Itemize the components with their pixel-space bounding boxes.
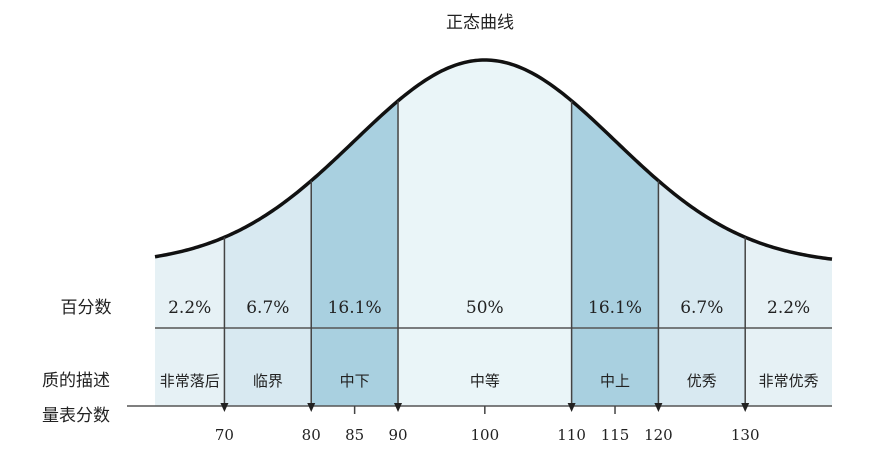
boundary-arrow xyxy=(307,403,316,412)
tick-label: 110 xyxy=(557,426,586,444)
row-label-quality: 质的描述 xyxy=(42,371,110,391)
bin-cell-4 xyxy=(571,265,659,406)
row-label-percent: 百分数 xyxy=(61,298,112,318)
table-cells: 2.2% 非常落后 6.7% 临界 16.1% 中下 50% 中等 16.1% 中上 6.7% 优秀 2… xyxy=(155,265,832,406)
tick-label: 115 xyxy=(601,426,630,444)
bin-cell-6 xyxy=(745,265,832,406)
row-label-scale: 量表分数 xyxy=(42,406,110,426)
percent-label: 2.2% xyxy=(767,298,810,318)
quality-label: 非常优秀 xyxy=(759,372,819,390)
boundary-arrow xyxy=(567,403,576,412)
quality-label: 优秀 xyxy=(687,372,717,390)
quality-label: 中下 xyxy=(340,372,370,390)
tick-label: 120 xyxy=(644,426,673,444)
tick-label: 130 xyxy=(731,426,760,444)
tick-label: 100 xyxy=(471,426,500,444)
boundary-arrow xyxy=(654,403,663,412)
tick-label: 80 xyxy=(302,426,321,444)
grid-lines xyxy=(127,58,833,412)
boundary-arrow xyxy=(741,403,750,412)
curve-region-4 xyxy=(571,100,659,265)
percent-label: 16.1% xyxy=(328,298,382,318)
percent-label: 6.7% xyxy=(680,298,723,318)
quality-label: 临界 xyxy=(253,372,283,390)
percent-label: 2.2% xyxy=(168,298,211,318)
normal-curve-line xyxy=(154,58,833,261)
bin-cell-1 xyxy=(224,265,312,406)
percent-label: 6.7% xyxy=(246,298,289,318)
tick-label: 90 xyxy=(388,426,407,444)
axis-ticks: 70 80 85 90 100 110 115 120 130 xyxy=(215,406,760,444)
tick-label: 70 xyxy=(215,426,234,444)
curve-region-6 xyxy=(745,237,832,265)
percent-label: 50% xyxy=(466,298,504,318)
quality-label: 中上 xyxy=(600,372,630,390)
percent-label: 16.1% xyxy=(588,298,642,318)
curve-region-2 xyxy=(311,100,399,265)
quality-label: 中等 xyxy=(470,372,500,390)
bin-cell-5 xyxy=(658,265,746,406)
diagram-title: 正态曲线 xyxy=(446,13,514,33)
curve-regions xyxy=(155,60,832,265)
boundary-arrow xyxy=(220,403,229,412)
curve-region-3 xyxy=(398,60,572,265)
tick-label: 85 xyxy=(345,426,364,444)
curve-region-1 xyxy=(224,180,312,265)
bin-cell-0 xyxy=(155,265,225,406)
bin-cell-3 xyxy=(398,265,572,406)
quality-label: 非常落后 xyxy=(160,372,220,390)
curve-region-5 xyxy=(658,180,746,265)
boundary-arrow xyxy=(394,403,403,412)
bin-cell-2 xyxy=(311,265,399,406)
